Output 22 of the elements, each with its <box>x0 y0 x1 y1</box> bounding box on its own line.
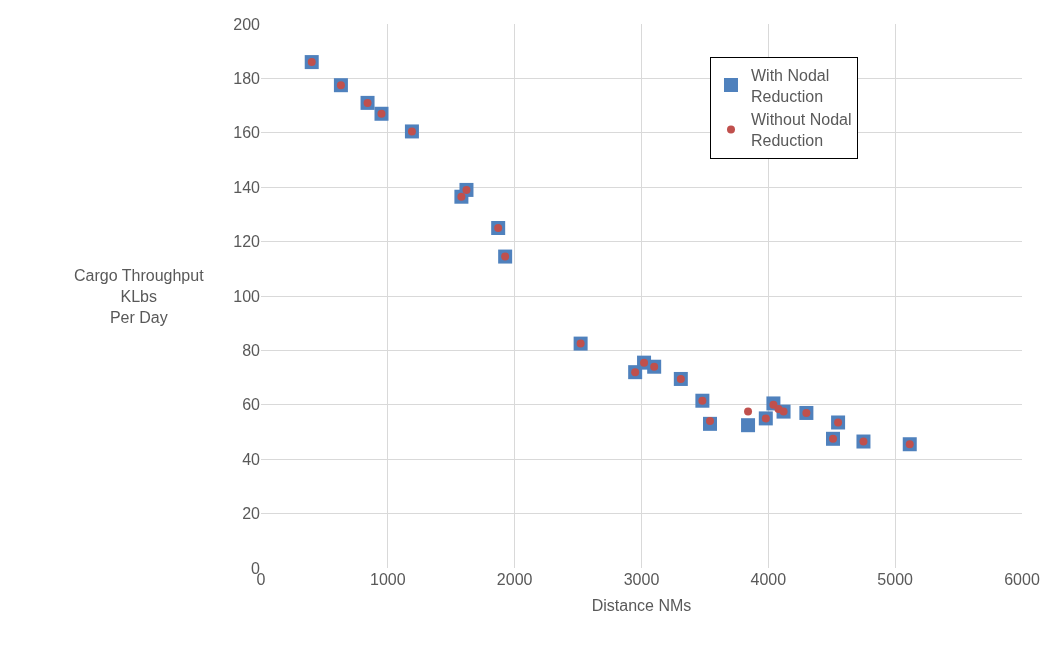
x-tick-label: 2000 <box>496 571 533 588</box>
y-tick-label: 120 <box>233 233 261 251</box>
y-tick-label: 60 <box>242 396 261 414</box>
y-axis-title: Cargo Throughput KLbs Per Day <box>74 267 205 326</box>
y-tick-label: 180 <box>233 70 261 87</box>
y-tick-label: 20 <box>242 505 261 523</box>
y-tick-label: 40 <box>242 450 261 468</box>
y-tick-label: 160 <box>233 124 261 142</box>
x-tick-label: 1000 <box>370 571 406 588</box>
x-tick-label: 4000 <box>750 571 787 588</box>
x-tick-label: 3000 <box>623 571 660 588</box>
y-tick-label: 80 <box>242 342 261 359</box>
y-tick-label: 200 <box>233 15 261 33</box>
y-tick-label: 100 <box>233 287 261 305</box>
point <box>741 418 756 433</box>
x-tick-label: 5000 <box>877 571 914 588</box>
x-tick-label: 6000 <box>1004 571 1040 588</box>
y-tick-label: 140 <box>233 178 261 196</box>
legend-label: With Nodal Reduction <box>750 66 830 105</box>
point <box>744 407 753 416</box>
x-axis-title: Distance NMs <box>591 596 692 614</box>
legend-label: Without Nodal Reduction <box>750 111 852 150</box>
